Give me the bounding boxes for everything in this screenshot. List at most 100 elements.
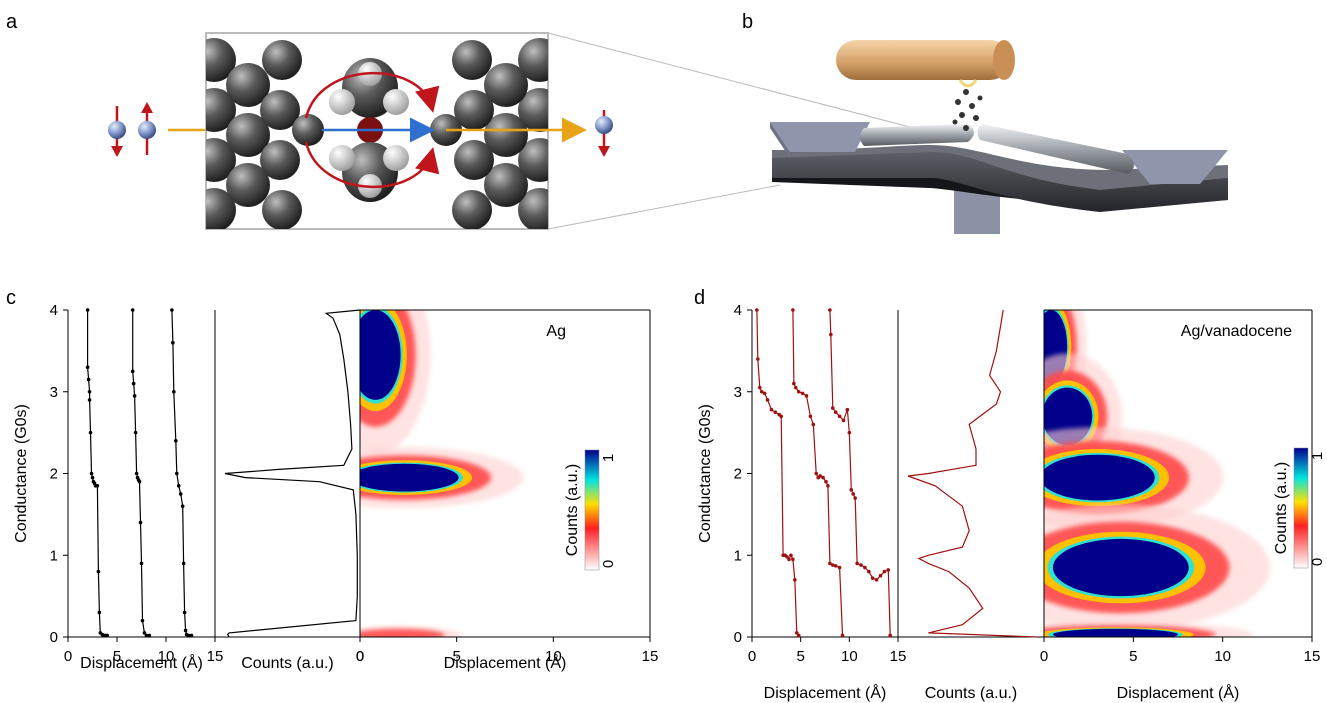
colorbar-label: Counts (a.u.) <box>1273 462 1290 554</box>
trace-point <box>837 414 842 419</box>
trace-point <box>139 561 144 566</box>
x-tick-label: 15 <box>1304 648 1321 665</box>
trace-point <box>791 308 795 312</box>
y-tick-label: 3 <box>734 384 742 401</box>
trace-point <box>826 483 830 488</box>
trace-line-1 <box>756 309 800 636</box>
trace-point <box>755 308 759 312</box>
density-blob <box>360 463 459 492</box>
trace-point <box>878 573 883 578</box>
trace-point <box>86 377 91 382</box>
trace-point <box>840 633 845 638</box>
silver-atom <box>226 63 270 107</box>
panel-label-b: b <box>742 11 753 33</box>
trace-point <box>800 391 805 396</box>
x-tick-label: 15 <box>890 648 907 665</box>
silver-atom <box>226 113 270 157</box>
trace-point <box>793 577 797 582</box>
x-tick-label: 0 <box>748 648 756 665</box>
trace-point <box>811 422 816 427</box>
trace-point <box>888 633 893 638</box>
trace-point <box>170 308 174 312</box>
y-tick-label: 4 <box>734 302 742 319</box>
trace-point <box>791 557 795 562</box>
trace-point <box>171 340 175 345</box>
trace-point <box>818 474 822 478</box>
trace-point <box>87 398 92 402</box>
silver-atom-icon <box>206 38 548 229</box>
x-tick-label: 5 <box>1129 648 1137 665</box>
y-tick-label: 4 <box>50 302 58 319</box>
trace-point <box>773 410 778 414</box>
silver-atom <box>260 90 300 130</box>
density-plot <box>1044 310 1312 637</box>
density-blob <box>360 628 446 637</box>
trace-point <box>87 389 92 394</box>
histogram-line <box>224 309 361 638</box>
trace-point <box>874 577 879 582</box>
x-tick-label: 10 <box>545 648 562 665</box>
trace-point <box>829 332 833 337</box>
trace-point <box>96 569 101 574</box>
trace-point <box>759 389 764 394</box>
trace-point <box>867 569 871 574</box>
density-plot <box>360 310 650 637</box>
x-tick-label: 10 <box>841 648 858 665</box>
silver-atom <box>452 190 492 229</box>
density-blob <box>1052 538 1189 597</box>
trace-point <box>762 391 767 396</box>
trace-point <box>97 610 102 615</box>
silver-atom <box>206 188 236 229</box>
series-annotation: Ag/vanadocene <box>1181 323 1292 340</box>
trace-line-3 <box>171 309 192 636</box>
silver-atom <box>484 113 528 157</box>
x-tick-label: 10 <box>158 648 175 665</box>
trace-point <box>140 618 145 623</box>
trace-point <box>105 633 109 638</box>
trace-point <box>189 633 194 638</box>
histogram-line <box>907 309 1038 638</box>
trace-point <box>824 479 828 484</box>
colorbar-label: Counts (a.u.) <box>564 464 581 556</box>
trace-point <box>882 569 887 574</box>
silver-atom <box>454 90 494 130</box>
trace-point <box>796 389 801 394</box>
silver-atom <box>518 188 548 229</box>
trace-point <box>138 520 143 525</box>
break-junction-apparatus-icon <box>770 40 1228 234</box>
silver-atom <box>226 163 270 207</box>
y-tick-label: 3 <box>50 384 58 401</box>
trace-point <box>845 407 850 412</box>
trace-point <box>830 406 835 410</box>
density-x-label: Displacement (Å) <box>1117 683 1240 702</box>
silver-atom <box>206 88 236 132</box>
clamp-right <box>1122 150 1228 184</box>
trace-point <box>85 308 90 312</box>
density-blob <box>1044 454 1155 501</box>
trace-point <box>837 565 842 570</box>
density-blob <box>360 310 401 400</box>
traces-x-label: Displacement (Å) <box>764 683 887 702</box>
y-axis-label: Conductance (G0s) <box>13 404 30 543</box>
panel-a-schematic <box>108 32 961 230</box>
panel-label-a: a <box>6 11 18 33</box>
trace-point <box>833 564 838 568</box>
density-blob <box>1052 628 1178 637</box>
evaporation-rod <box>836 40 1010 80</box>
silver-atom <box>518 138 548 182</box>
trace-point <box>131 381 136 386</box>
x-tick-label: 5 <box>113 648 121 665</box>
y-axis-label: Conductance (G0s) <box>697 404 714 543</box>
trace-point <box>830 563 835 567</box>
y-tick-label: 2 <box>734 466 742 483</box>
zoom-line-top <box>547 32 961 141</box>
trace-point <box>132 394 137 398</box>
trace-point <box>756 357 760 361</box>
trace-point <box>859 563 863 567</box>
trace-point <box>814 471 819 476</box>
trace-point <box>796 633 801 638</box>
trace-point <box>147 633 152 638</box>
red-arrow-top <box>304 71 440 119</box>
